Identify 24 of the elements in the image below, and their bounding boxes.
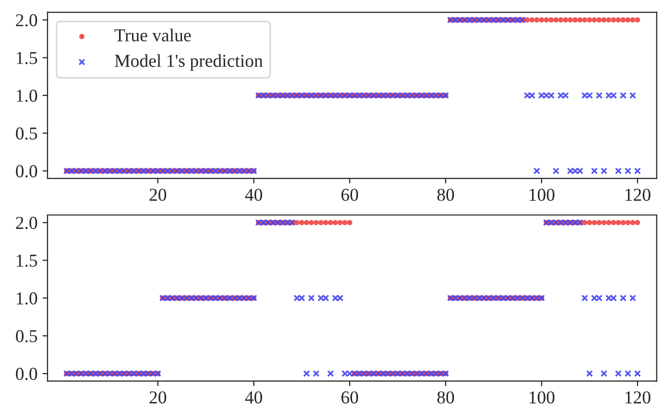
- x-tick-label: 100: [530, 188, 554, 201]
- y-tick-label: 0.0: [16, 165, 38, 178]
- x-tick-label: 80: [437, 391, 454, 404]
- y-tick-label: 1.5: [16, 52, 38, 64]
- x-tick-label: 20: [150, 188, 166, 201]
- y-tick-label: 0.5: [16, 127, 38, 140]
- legend-label: True value: [114, 28, 191, 42]
- legend-label: Model 1's prediction: [114, 54, 263, 71]
- y-tick-label: 2.0: [16, 14, 38, 26]
- x-tick-label: 80: [437, 188, 454, 201]
- x-tick-label: 20: [150, 391, 166, 404]
- x-tick-label: 120: [626, 391, 650, 404]
- x-tick-label: 60: [341, 188, 358, 201]
- y-tick-label: 1.0: [16, 292, 38, 305]
- y-tick-label: 2.0: [16, 216, 38, 230]
- y-tick-label: 1.5: [16, 254, 38, 267]
- x-tick-label: 100: [530, 391, 554, 404]
- x-tick-label: 60: [341, 391, 358, 404]
- y-tick-label: 0.0: [16, 368, 38, 380]
- x-tick-label: 40: [245, 188, 262, 201]
- y-tick-label: 1.0: [16, 90, 38, 102]
- x-tick-label: 40: [245, 391, 262, 404]
- x-tick-label: 120: [626, 188, 650, 201]
- y-tick-label: 0.5: [16, 330, 38, 342]
